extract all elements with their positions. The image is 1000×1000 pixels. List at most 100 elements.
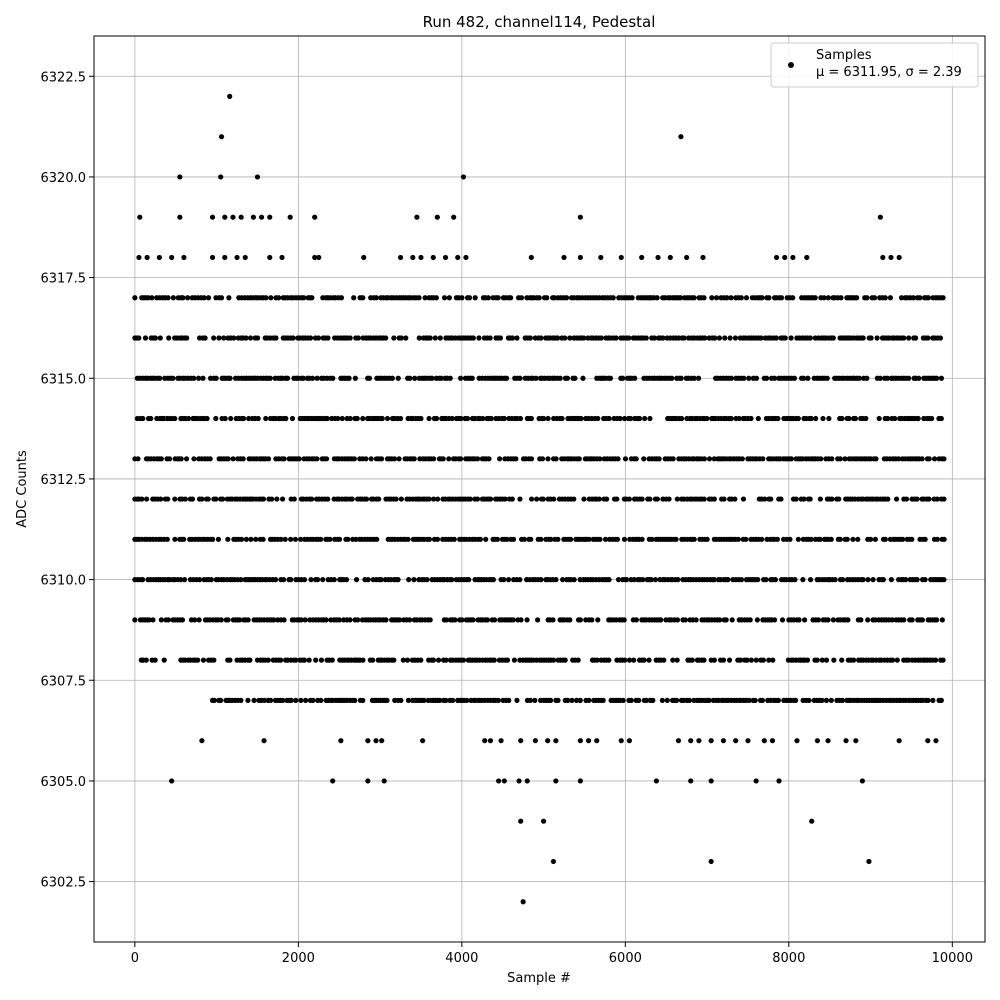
data-point [606, 657, 612, 663]
data-point [720, 738, 727, 744]
legend-box [770, 42, 979, 88]
data-point [675, 738, 682, 744]
data-point [548, 697, 554, 704]
data-point [287, 214, 293, 220]
data-point [540, 818, 547, 824]
x-tick-label: 4000 [445, 951, 478, 966]
data-point [620, 697, 626, 704]
data-point [140, 577, 146, 583]
data-point [545, 456, 551, 462]
data-point [651, 335, 657, 341]
data-point [421, 697, 427, 704]
data-point [528, 496, 535, 502]
data-point [360, 295, 366, 301]
data-point [231, 335, 237, 341]
data-point [621, 617, 627, 623]
axes-frame [93, 35, 986, 943]
data-point [296, 456, 302, 462]
data-point [265, 456, 272, 462]
data-point [132, 295, 138, 301]
data-point [490, 577, 496, 583]
data-point [887, 295, 894, 301]
data-point [510, 617, 516, 623]
data-point [933, 738, 939, 744]
data-point [250, 214, 256, 220]
data-point [177, 214, 183, 220]
data-point [318, 657, 325, 663]
data-point [800, 577, 806, 583]
data-point [877, 375, 883, 381]
data-point [829, 496, 835, 502]
data-point [746, 375, 752, 381]
data-point [914, 577, 920, 583]
data-point [143, 657, 149, 663]
data-point [670, 657, 676, 663]
data-point [142, 335, 149, 341]
data-point [506, 697, 512, 704]
data-point [836, 496, 842, 502]
data-point [552, 295, 558, 301]
data-point [458, 456, 464, 462]
data-point [722, 335, 728, 341]
data-point [165, 295, 171, 301]
data-point [331, 577, 337, 583]
data-point [691, 536, 697, 542]
data-point [165, 617, 171, 623]
data-point [365, 738, 371, 744]
data-point [514, 335, 520, 341]
data-point [696, 738, 702, 744]
data-point [418, 415, 424, 422]
data-point [379, 415, 385, 422]
data-point [906, 375, 912, 381]
data-point [753, 375, 760, 381]
data-point [677, 295, 684, 301]
data-point [828, 536, 834, 542]
data-point [759, 295, 765, 301]
data-point [381, 778, 387, 784]
data-point [347, 415, 353, 422]
x-tick-label: 8000 [772, 951, 805, 966]
data-point [466, 295, 473, 301]
data-point [412, 375, 418, 381]
data-point [673, 697, 680, 704]
data-point [353, 577, 360, 583]
data-point [216, 335, 222, 341]
data-point [708, 858, 714, 865]
data-point [646, 657, 652, 663]
data-point [476, 335, 482, 341]
data-point [768, 496, 774, 502]
data-point [855, 536, 861, 542]
data-point [684, 254, 690, 261]
data-point [748, 415, 754, 422]
data-point [227, 375, 233, 381]
data-point [161, 657, 167, 663]
data-point [606, 577, 612, 583]
data-point [288, 697, 294, 704]
data-point [458, 415, 464, 422]
data-point [208, 577, 214, 583]
data-point [809, 818, 815, 824]
data-point [615, 456, 621, 462]
data-point [301, 295, 307, 301]
data-point [391, 335, 397, 341]
data-point [441, 295, 448, 301]
data-point [521, 536, 527, 542]
data-point [254, 335, 261, 341]
data-point [192, 617, 198, 623]
data-point [728, 295, 734, 301]
data-point [460, 657, 467, 663]
data-point [501, 415, 507, 422]
data-point [724, 295, 730, 301]
data-point [890, 657, 896, 663]
data-point [846, 415, 852, 422]
data-point [744, 657, 750, 663]
data-point [451, 214, 457, 220]
data-point [347, 335, 353, 341]
data-point [728, 415, 734, 422]
data-point [882, 536, 888, 542]
data-point [858, 617, 864, 623]
data-point [221, 335, 227, 341]
data-point [564, 375, 571, 381]
data-point [433, 415, 440, 422]
data-point [874, 335, 880, 341]
